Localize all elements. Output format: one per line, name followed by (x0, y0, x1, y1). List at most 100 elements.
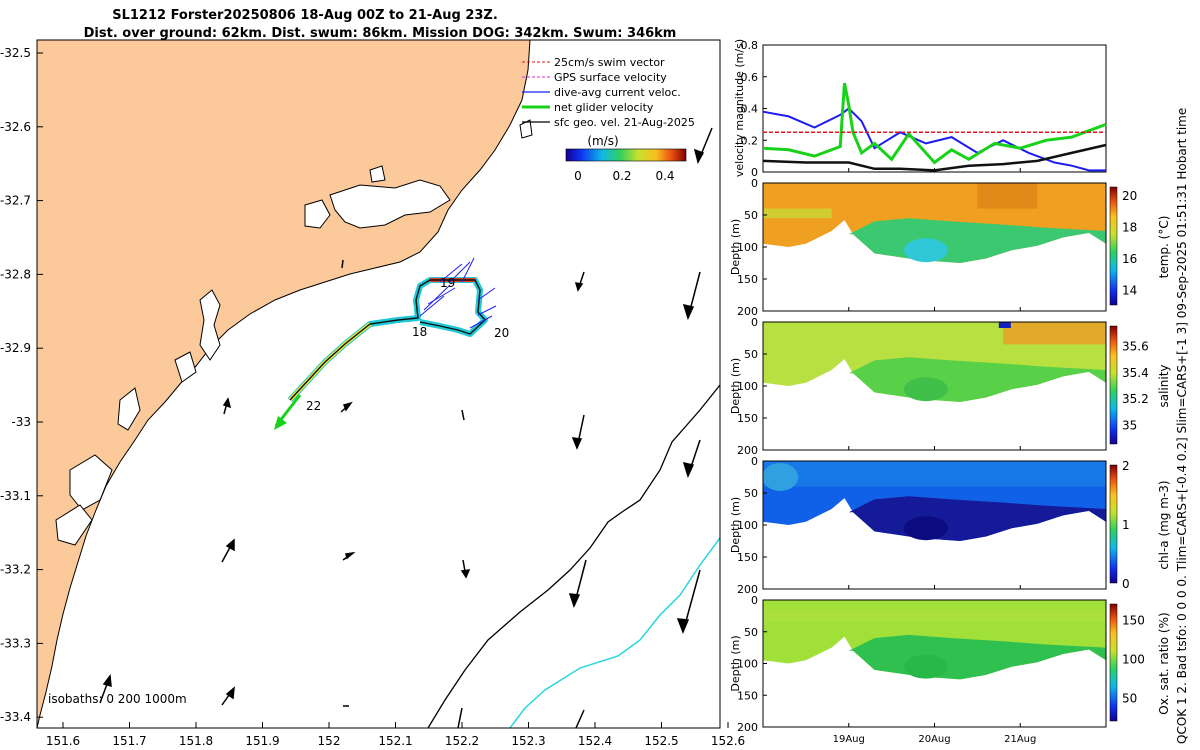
map-y-tick-label: -33.2 (0, 563, 31, 577)
map-x-tick-label: 151.7 (112, 734, 146, 748)
metadata-side-text: QCOK 1 2. Bad tsfo: 0 0 0 0. Tlim=CARS+[… (1175, 108, 1189, 744)
section-colorbar-tick: 0 (1122, 577, 1130, 591)
map-y-tick-label: -33.1 (0, 489, 31, 503)
section-colorbar-tick: 150 (1122, 614, 1145, 628)
section-y-tick-label: 100 (737, 519, 758, 532)
section-panel-3 (763, 461, 1106, 589)
glider-track (287, 277, 488, 403)
section-deepest-patch (903, 654, 948, 679)
section-ylabel: Depth (m) (729, 358, 742, 414)
map-y-axis: -32.5 -32.6 -32.7 -32.8 -32.9 -33 -33.1 -33.2 -3… (0, 46, 43, 724)
day-label-18: 18 (412, 325, 427, 339)
section-colorbar-label: chl-a (mg m-3) (1157, 480, 1171, 569)
section-y-tick-label: 0 (751, 177, 758, 190)
map-x-tick-label: 151.9 (245, 734, 279, 748)
map-x-tick-label: 152.1 (378, 734, 412, 748)
map-y-tick-label: -32.9 (0, 341, 31, 355)
time-axis: 19Aug 20Aug 21Aug (833, 168, 1036, 745)
lakes (55, 119, 533, 546)
map-x-tick-label: 151.8 (179, 734, 213, 748)
map-x-tick-label: 152.5 (644, 734, 678, 748)
legend-dive-avg-current: dive-avg current veloc. (554, 86, 681, 99)
map-x-tick-label: 151.6 (46, 734, 80, 748)
section-colorbar (1109, 325, 1118, 445)
section-colorbar (1109, 186, 1118, 306)
velocity-series-line (762, 107, 1106, 172)
section-ylabel: Depth (m) (729, 497, 742, 553)
section-colorbar-tick: 50 (1122, 692, 1137, 706)
section-colorbar (1109, 464, 1118, 584)
colorbar-tick-0: 0 (574, 169, 582, 183)
section-y-tick-label: 50 (744, 487, 758, 500)
map-legend: 25cm/s swim vector GPS surface velocity … (522, 56, 695, 129)
section-y-tick-label: 0 (751, 594, 758, 607)
dive-avg-current-vectors (419, 257, 497, 329)
section-colorbar-tick: 100 (1122, 653, 1145, 667)
time-tick-label: 19Aug (833, 734, 865, 745)
section-panel-4 (763, 600, 1106, 727)
section-saline-patch (1003, 322, 1106, 345)
section-colorbar-tick: 35.4 (1122, 366, 1149, 380)
map-y-tick-label: -33 (11, 415, 31, 429)
section-chl-patch (763, 463, 799, 491)
isobath-200 (427, 384, 720, 728)
section-colorbar-tick: 20 (1122, 189, 1137, 203)
time-tick-label: 20Aug (918, 734, 950, 745)
map-y-tick-label: -32.7 (0, 194, 31, 208)
map-y-tick-label: -33.4 (0, 710, 31, 724)
map-panel: 19 18 20 22 25cm/s swim vector GPS surfa… (37, 40, 720, 728)
section-colorbar-tick: 35.2 (1122, 392, 1149, 406)
colorbar-title: (m/s) (587, 134, 618, 148)
legend-swim-vector: 25cm/s swim vector (554, 56, 665, 69)
section-colorbar-tick: 1 (1122, 518, 1130, 532)
speed-colorbar: (m/s) 0 0.2 0.4 (565, 134, 687, 183)
section-panel-1 (763, 183, 1106, 311)
section-colorbar-tick: 2 (1122, 459, 1130, 473)
section-y-tick-label: 150 (737, 412, 758, 425)
legend-sfc-geo-velocity: sfc geo. vel. 21-Aug-2025 (554, 116, 695, 129)
section-y-tick-label: 0 (751, 455, 758, 468)
isobath-label: isobaths: 0 200 1000m (48, 692, 187, 706)
map-y-tick-label: -33.3 (0, 636, 31, 650)
section-y-tick-label: 50 (744, 209, 758, 222)
section-colorbar-tick: 18 (1122, 220, 1137, 234)
sfc-geo-velocity-arrows (99, 127, 713, 728)
velocity-y-tick-label: 0.6 (741, 71, 759, 84)
velocity-y-axis: 0 0.2 0.4 0.6 0.8 (741, 39, 767, 179)
velocity-series-line (762, 82, 1107, 165)
velocity-y-tick-label: 0.2 (741, 134, 759, 147)
section-colorbar-tick: 35 (1122, 418, 1137, 432)
section-ox-band (763, 609, 1106, 623)
section-ylabel: Depth (m) (729, 635, 742, 691)
map-frame (36, 39, 721, 729)
title-line2: Dist. over ground: 62km. Dist. swum: 86k… (84, 26, 677, 41)
section-y-tick-label: 50 (744, 348, 758, 361)
section-colorbar-label: temp. (°C) (1157, 216, 1171, 279)
legend-gps-velocity: GPS surface velocity (554, 71, 667, 84)
velocity-ylabel: velocity magnitude (m/s) (733, 39, 746, 177)
section-colorbar-tick: 14 (1122, 283, 1137, 297)
section-chl-top (763, 461, 1106, 487)
velocity-plot-frame (762, 44, 1107, 173)
section-y-tick-label: 100 (737, 380, 758, 393)
colorbar-tick-1: 0.2 (612, 169, 631, 183)
section-fresh-spot (998, 322, 1011, 328)
velocity-y-tick-label: 0 (751, 166, 758, 179)
map-x-tick-label: 152.3 (511, 734, 545, 748)
velocity-y-tick-label: 0.8 (741, 39, 759, 52)
day-label-22: 22 (306, 399, 321, 413)
legend-net-glider-velocity: net glider velocity (554, 101, 654, 114)
section-colorbar-tick: 35.6 (1122, 340, 1149, 354)
section-y-tick-label: 150 (737, 551, 758, 564)
section-y-tick-label: 150 (737, 273, 758, 286)
map-y-tick-label: -32.6 (0, 120, 31, 134)
map-x-axis: 151.6 151.7 151.8 151.9 152 152.1 152.2 152.3 15… (46, 722, 745, 748)
map-y-tick-label: -32.8 (0, 267, 31, 281)
section-ylabel: Depth (m) (729, 219, 742, 275)
section-colorbar-label: Ox. sat. ratio (%) (1157, 612, 1171, 714)
section-warm-patch (977, 183, 1038, 209)
section-panel-2 (763, 322, 1106, 450)
velocity-y-tick-label: 0.4 (741, 103, 759, 116)
map-y-tick-label: -32.5 (0, 46, 31, 60)
